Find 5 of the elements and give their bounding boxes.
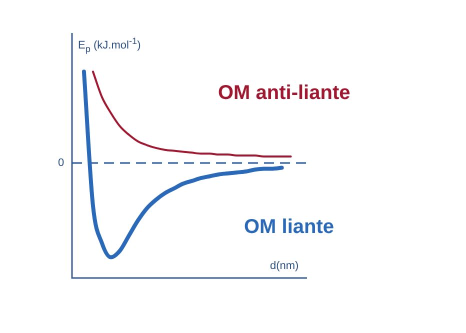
ref-line-label: 0	[58, 157, 64, 170]
text: OM liante	[244, 216, 334, 239]
x-axis-title: d(nm)	[270, 260, 299, 272]
text: OM anti-liante	[218, 82, 350, 105]
y-axis-title: E$_{p}$ (kJ.mol$^{-1}$)	[78, 36, 141, 54]
